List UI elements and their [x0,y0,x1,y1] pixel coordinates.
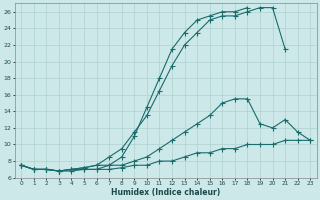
X-axis label: Humidex (Indice chaleur): Humidex (Indice chaleur) [111,188,220,197]
